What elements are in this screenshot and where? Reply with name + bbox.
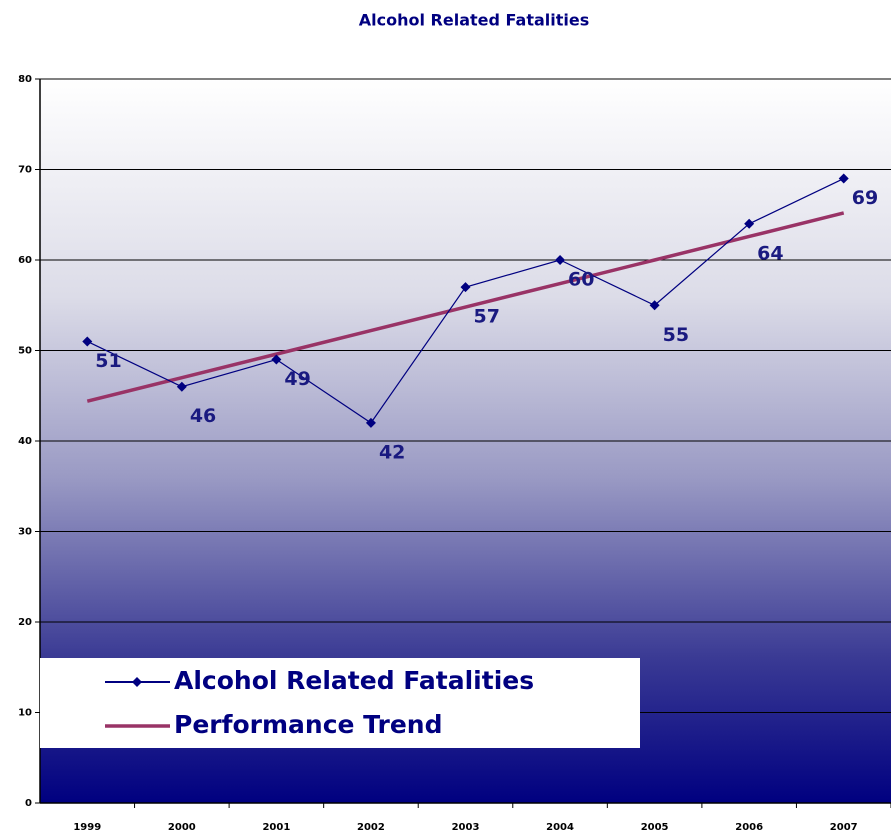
legend-label: Alcohol Related Fatalities bbox=[174, 666, 534, 695]
marker bbox=[838, 173, 849, 184]
legend: Alcohol Related Fatalities Performance Tr… bbox=[40, 658, 640, 748]
data-label: 42 bbox=[379, 441, 405, 463]
data-label: 46 bbox=[190, 405, 216, 427]
marker bbox=[365, 417, 376, 428]
y-tick-label: 20 bbox=[18, 617, 32, 628]
x-tick-label: 2004 bbox=[546, 822, 574, 833]
data-label: 51 bbox=[95, 350, 121, 372]
marker bbox=[649, 300, 660, 311]
y-tick-label: 80 bbox=[18, 74, 32, 85]
x-tick-label: 2002 bbox=[357, 822, 385, 833]
x-tick-label: 2005 bbox=[641, 822, 669, 833]
legend-box bbox=[40, 658, 640, 748]
marker bbox=[176, 381, 187, 392]
marker bbox=[555, 255, 566, 265]
legend-label: Performance Trend bbox=[174, 710, 442, 739]
chart-title: Alcohol Related Fatalities bbox=[359, 11, 589, 30]
x-tick-label: 1999 bbox=[73, 822, 101, 833]
y-tick-label: 50 bbox=[18, 346, 32, 357]
x-tick-label: 2003 bbox=[452, 822, 480, 833]
x-tick-label: 2007 bbox=[830, 822, 858, 833]
data-label: 49 bbox=[284, 368, 310, 390]
data-label: 69 bbox=[852, 187, 878, 209]
legend-marker bbox=[132, 677, 142, 687]
y-tick-label: 30 bbox=[18, 527, 32, 538]
series-line bbox=[86, 211, 845, 403]
data-label: 60 bbox=[568, 269, 594, 291]
marker bbox=[271, 354, 282, 365]
x-tick-label: 2006 bbox=[735, 822, 763, 833]
x-tick-label: 2000 bbox=[168, 822, 196, 833]
marker bbox=[744, 218, 755, 229]
data-label: 55 bbox=[663, 324, 689, 346]
y-tick-label: 0 bbox=[25, 798, 32, 809]
x-tick-label: 2001 bbox=[262, 822, 290, 833]
y-tick-label: 10 bbox=[18, 708, 32, 719]
y-tick-label: 40 bbox=[18, 436, 32, 447]
data-label: 64 bbox=[757, 242, 783, 264]
data-label: 57 bbox=[474, 306, 500, 328]
marker bbox=[82, 336, 93, 347]
y-tick-label: 60 bbox=[18, 255, 32, 266]
marker bbox=[460, 282, 471, 293]
y-tick-label: 70 bbox=[18, 165, 32, 176]
